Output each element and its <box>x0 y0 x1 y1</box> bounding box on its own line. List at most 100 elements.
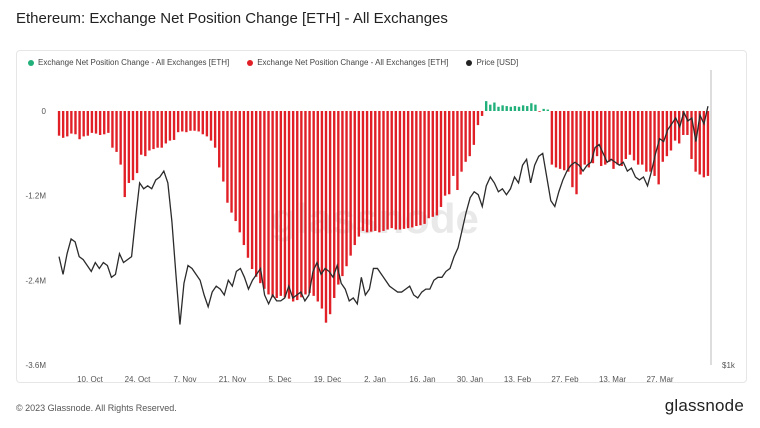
net-position-bar[interactable] <box>279 111 283 296</box>
net-position-bar[interactable] <box>439 111 443 207</box>
net-position-bar[interactable] <box>587 111 591 168</box>
net-position-bar[interactable] <box>333 111 336 298</box>
net-position-bar[interactable] <box>493 102 496 111</box>
net-position-bar[interactable] <box>140 111 143 155</box>
net-position-bar[interactable] <box>411 111 414 228</box>
net-position-bar[interactable] <box>296 111 299 301</box>
net-position-bar[interactable] <box>131 111 135 181</box>
net-position-bar[interactable] <box>115 111 118 152</box>
net-position-bar[interactable] <box>641 111 644 165</box>
net-position-bar[interactable] <box>554 111 558 168</box>
net-position-bar[interactable] <box>361 111 365 231</box>
net-position-bar[interactable] <box>185 111 188 133</box>
legend-item-negative[interactable]: Exchange Net Position Change - All Excha… <box>247 58 448 67</box>
net-position-bar[interactable] <box>632 111 636 161</box>
net-position-bar[interactable] <box>579 111 582 175</box>
net-position-bar[interactable] <box>201 111 204 135</box>
net-position-bar[interactable] <box>682 111 685 135</box>
net-position-bar[interactable] <box>164 111 168 144</box>
net-position-bar[interactable] <box>226 111 229 203</box>
net-position-bar[interactable] <box>534 104 537 111</box>
net-position-bar[interactable] <box>320 111 324 309</box>
net-position-bar[interactable] <box>345 111 348 267</box>
net-position-bar[interactable] <box>661 111 664 162</box>
net-position-bar[interactable] <box>61 111 65 138</box>
net-position-bar[interactable] <box>275 111 278 298</box>
net-position-bar[interactable] <box>341 111 344 277</box>
net-position-bar[interactable] <box>698 111 701 175</box>
net-position-bar[interactable] <box>398 111 402 230</box>
net-position-bar[interactable] <box>460 111 463 172</box>
net-position-bar[interactable] <box>189 111 192 131</box>
net-position-bar[interactable] <box>218 111 221 168</box>
net-position-bar[interactable] <box>98 111 102 135</box>
net-position-bar[interactable] <box>558 111 562 169</box>
net-position-bar[interactable] <box>209 111 213 141</box>
net-position-bar[interactable] <box>86 111 89 136</box>
net-position-bar[interactable] <box>448 111 451 195</box>
net-position-bar[interactable] <box>628 111 632 155</box>
net-position-bar[interactable] <box>406 111 410 229</box>
net-position-bar[interactable] <box>267 111 270 295</box>
net-position-bar[interactable] <box>669 111 673 151</box>
net-position-bar[interactable] <box>259 111 262 284</box>
net-position-bar[interactable] <box>571 111 574 188</box>
net-position-bar[interactable] <box>74 111 77 135</box>
net-position-bar[interactable] <box>57 111 61 136</box>
net-position-bar[interactable] <box>135 111 139 174</box>
net-position-bar[interactable] <box>489 104 492 111</box>
net-position-bar[interactable] <box>242 111 246 246</box>
net-position-bar[interactable] <box>222 111 225 182</box>
net-position-bar[interactable] <box>480 111 484 116</box>
net-position-bar[interactable] <box>526 106 529 111</box>
net-position-bar[interactable] <box>608 111 611 162</box>
net-position-bar[interactable] <box>291 111 295 302</box>
net-position-bar[interactable] <box>673 111 677 141</box>
net-position-bar[interactable] <box>111 111 114 148</box>
net-position-bar[interactable] <box>312 111 315 296</box>
net-position-bar[interactable] <box>123 111 126 198</box>
net-position-bar[interactable] <box>443 111 447 196</box>
net-position-bar[interactable] <box>657 111 660 185</box>
net-position-bar[interactable] <box>156 111 159 148</box>
net-position-bar[interactable] <box>468 111 471 157</box>
net-position-bar[interactable] <box>144 111 147 157</box>
net-position-bar[interactable] <box>304 111 307 295</box>
net-position-bar[interactable] <box>152 111 155 150</box>
net-position-bar[interactable] <box>390 111 393 229</box>
net-position-bar[interactable] <box>176 111 180 133</box>
net-position-bar[interactable] <box>70 111 73 134</box>
net-position-bar[interactable] <box>649 111 652 172</box>
net-position-bar[interactable] <box>435 111 439 216</box>
net-position-bar[interactable] <box>78 111 81 140</box>
net-position-bar[interactable] <box>567 111 570 172</box>
net-position-bar[interactable] <box>423 111 426 224</box>
net-position-bar[interactable] <box>599 111 603 167</box>
net-position-bar[interactable] <box>616 111 619 165</box>
net-position-bar[interactable] <box>205 111 209 137</box>
net-position-bar[interactable] <box>316 111 319 302</box>
net-position-bar[interactable] <box>287 111 291 299</box>
net-position-bar[interactable] <box>517 106 521 111</box>
net-position-bar[interactable] <box>645 111 648 172</box>
net-position-bar[interactable] <box>283 111 287 298</box>
net-position-bar[interactable] <box>419 111 422 226</box>
net-position-bar[interactable] <box>702 111 706 178</box>
net-position-bar[interactable] <box>353 111 356 246</box>
net-position-bar[interactable] <box>271 111 274 298</box>
net-position-bar[interactable] <box>530 103 533 111</box>
net-position-bar[interactable] <box>168 111 172 141</box>
net-position-bar[interactable] <box>604 111 607 165</box>
net-position-bar[interactable] <box>706 111 710 176</box>
net-position-bar[interactable] <box>127 111 131 183</box>
net-position-bar[interactable] <box>254 111 258 277</box>
net-position-bar[interactable] <box>374 111 377 231</box>
net-position-bar[interactable] <box>213 111 217 148</box>
net-position-bar[interactable] <box>230 111 233 213</box>
net-position-bar[interactable] <box>394 111 398 230</box>
net-position-bar[interactable] <box>620 111 623 167</box>
net-position-bar[interactable] <box>365 111 369 233</box>
net-position-bar[interactable] <box>357 111 361 237</box>
net-position-bar[interactable] <box>160 111 163 148</box>
net-position-bar[interactable] <box>263 111 266 289</box>
